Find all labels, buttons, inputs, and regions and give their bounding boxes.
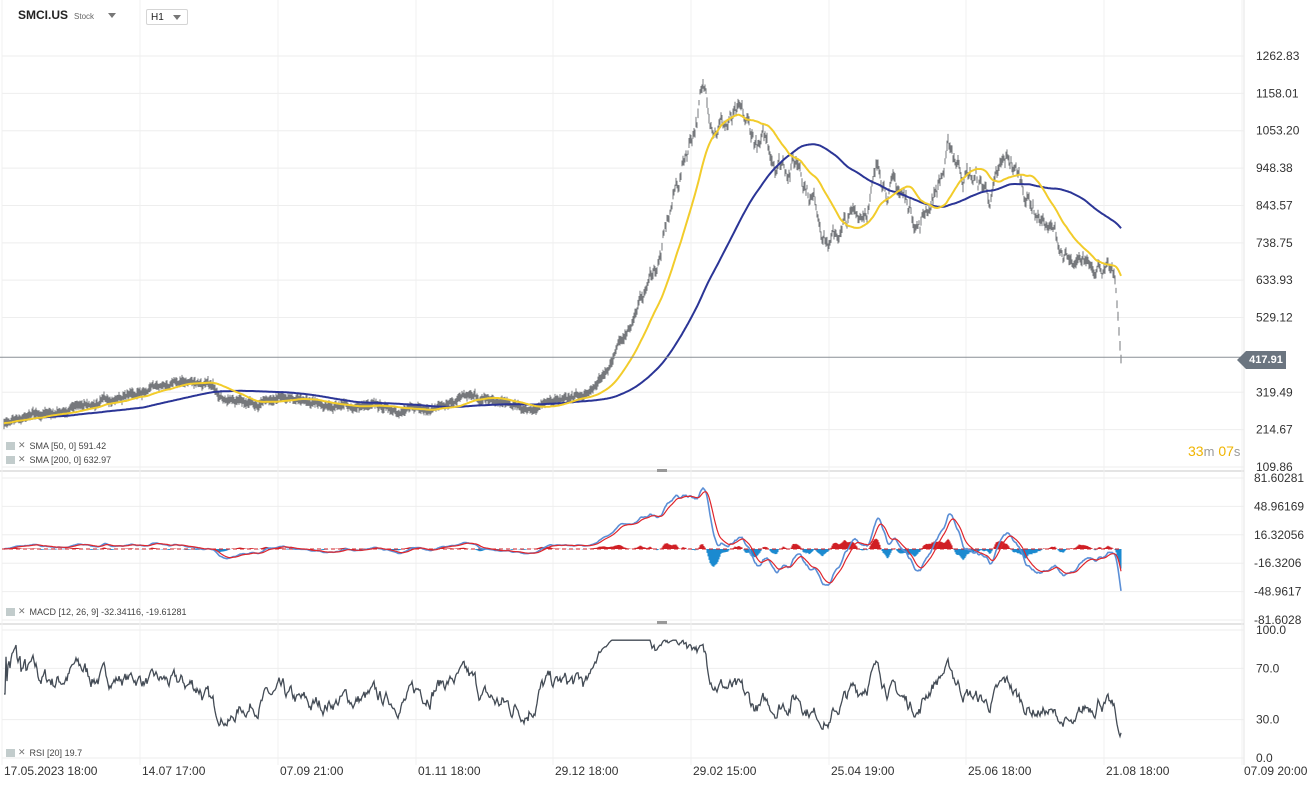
price-tick-label: 1158.01 <box>1256 86 1299 100</box>
current-price-tag: 417.91 <box>1237 351 1286 369</box>
countdown-minutes-unit: m <box>1203 444 1215 459</box>
rsi-tick-label: 70.0 <box>1256 661 1280 675</box>
time-tick-label: 25.06 18:00 <box>968 764 1032 778</box>
rsi-legend-text: RSI [20] 19.7 <box>29 747 83 758</box>
timeframe-value: H1 <box>151 11 164 23</box>
sma200-legend[interactable]: ✕ SMA [200, 0] 632.97 <box>6 454 111 465</box>
time-tick-label: 29.02 15:00 <box>693 764 757 778</box>
panel-resize-handle <box>657 621 667 624</box>
price-tick-label: 319.49 <box>1256 385 1293 399</box>
close-icon[interactable]: ✕ <box>18 606 26 616</box>
time-tick-label: 29.12 18:00 <box>555 764 619 778</box>
rsi-tick-label: 100.0 <box>1256 623 1286 637</box>
symbol-type: Stock <box>74 12 95 21</box>
time-tick-label: 17.05.2023 18:00 <box>4 764 98 778</box>
time-tick-label: 21.08 18:00 <box>1106 764 1170 778</box>
time-tick-label: 25.04 19:00 <box>831 764 895 778</box>
rsi-legend[interactable]: ✕ RSI [20] 19.7 <box>6 747 82 758</box>
drag-handle-icon[interactable] <box>6 455 15 464</box>
macd-tick-label: -16.3206 <box>1254 556 1302 570</box>
price-tick-label: 109.86 <box>1256 460 1293 474</box>
chevron-down-icon <box>173 14 181 20</box>
macd-histogram-positive <box>4 538 1115 549</box>
sma200-legend-text: SMA [200, 0] 632.97 <box>29 454 112 465</box>
price-tick-label: 843.57 <box>1256 198 1293 212</box>
macd-legend[interactable]: ✕ MACD [12, 26, 9] -32.34116, -19.61281 <box>6 606 186 617</box>
symbol-name: SMCI.US <box>18 8 69 22</box>
signal-line <box>3 491 1122 584</box>
sma50-line <box>3 113 1122 425</box>
price-tick-label: 1262.83 <box>1256 49 1300 63</box>
countdown-minutes: 33 <box>1188 443 1204 459</box>
sma50-legend[interactable]: ✕ SMA [50, 0] 591.42 <box>6 440 106 451</box>
time-tick-label: 01.11 18:00 <box>418 764 481 778</box>
drag-handle-icon[interactable] <box>6 748 15 757</box>
close-icon[interactable]: ✕ <box>18 454 26 464</box>
close-icon[interactable]: ✕ <box>18 747 26 757</box>
price-tick-label: 738.75 <box>1256 236 1293 250</box>
timeframe-select[interactable]: H1 <box>146 9 188 25</box>
close-icon[interactable]: ✕ <box>18 440 26 450</box>
countdown-seconds-unit: s <box>1233 444 1241 459</box>
macd-tick-label: 48.96169 <box>1254 499 1304 513</box>
price-tick-label: 633.93 <box>1256 273 1293 287</box>
macd-tick-label: 81.60281 <box>1254 471 1304 485</box>
macd-tick-label: -81.6028 <box>1254 613 1302 627</box>
countdown-seconds: 07 <box>1218 443 1234 459</box>
candle-countdown: 33m 07s <box>1188 443 1240 459</box>
sma50-legend-text: SMA [50, 0] 591.42 <box>29 440 107 451</box>
symbol-header: SMCI.US Stock <box>18 8 117 22</box>
rsi-line <box>4 639 1122 739</box>
rsi-tick-label: 30.0 <box>1256 713 1280 727</box>
price-tick-label: 1053.20 <box>1256 124 1300 138</box>
macd-tick-label: 16.32056 <box>1254 528 1304 542</box>
macd-tick-label: -48.9617 <box>1254 585 1302 599</box>
price-tick-label: 948.38 <box>1256 161 1293 175</box>
macd-histogram-negative <box>37 549 1122 569</box>
time-tick-label: 14.07 17:00 <box>142 764 206 778</box>
drag-handle-icon[interactable] <box>6 607 15 616</box>
symbol-dropdown-icon[interactable] <box>108 12 117 18</box>
time-tick-label: 07.09 20:00 <box>1244 764 1308 778</box>
drag-handle-icon[interactable] <box>6 441 15 450</box>
sma200-line <box>3 143 1122 425</box>
price-tick-label: 529.12 <box>1256 311 1293 325</box>
macd-legend-text: MACD [12, 26, 9] -32.34116, -19.61281 <box>29 606 187 617</box>
panel-resize-handle <box>657 469 667 472</box>
macd-line <box>3 486 1122 592</box>
price-bars <box>3 79 1122 430</box>
price-tick-label: 214.67 <box>1256 423 1293 437</box>
rsi-tick-label: 0.0 <box>1256 751 1273 765</box>
time-tick-label: 07.09 21:00 <box>280 764 344 778</box>
